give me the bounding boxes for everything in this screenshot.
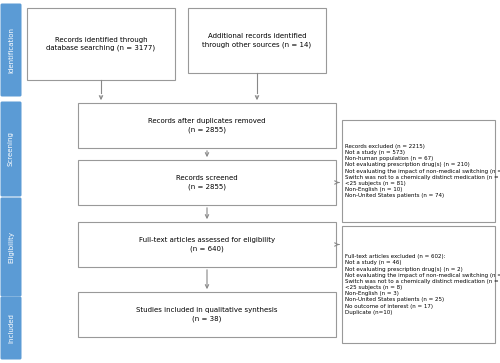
FancyBboxPatch shape bbox=[0, 4, 21, 97]
Text: Eligibility: Eligibility bbox=[8, 231, 14, 263]
Text: Full-text articles assessed for eligibility
(n = 640): Full-text articles assessed for eligibil… bbox=[139, 237, 275, 252]
Text: Identification: Identification bbox=[8, 27, 14, 73]
Text: Full-text articles excluded (n = 602):
Not a study (n = 46)
Not evaluating presc: Full-text articles excluded (n = 602): N… bbox=[345, 254, 500, 315]
Bar bbox=[342, 226, 495, 343]
Bar bbox=[27, 8, 175, 80]
Bar bbox=[78, 292, 336, 337]
Text: Records excluded (n = 2215)
Not a study (n = 573)
Non-human population (n = 67)
: Records excluded (n = 2215) Not a study … bbox=[345, 144, 500, 198]
Text: Screening: Screening bbox=[8, 131, 14, 167]
FancyBboxPatch shape bbox=[0, 102, 21, 196]
Text: Records screened
(n = 2855): Records screened (n = 2855) bbox=[176, 175, 238, 189]
Bar bbox=[78, 103, 336, 148]
Text: Records after duplicates removed
(n = 2855): Records after duplicates removed (n = 28… bbox=[148, 118, 266, 132]
Bar bbox=[78, 222, 336, 267]
Bar bbox=[188, 8, 326, 73]
Text: Records identified through
database searching (n = 3177): Records identified through database sear… bbox=[46, 37, 156, 51]
FancyBboxPatch shape bbox=[0, 197, 21, 297]
Text: Additional records identified
through other sources (n = 14): Additional records identified through ot… bbox=[202, 33, 312, 48]
FancyBboxPatch shape bbox=[0, 297, 21, 359]
Text: Included: Included bbox=[8, 313, 14, 343]
Text: Studies included in qualitative synthesis
(n = 38): Studies included in qualitative synthesi… bbox=[136, 307, 278, 322]
Bar bbox=[78, 160, 336, 205]
Bar bbox=[342, 120, 495, 222]
